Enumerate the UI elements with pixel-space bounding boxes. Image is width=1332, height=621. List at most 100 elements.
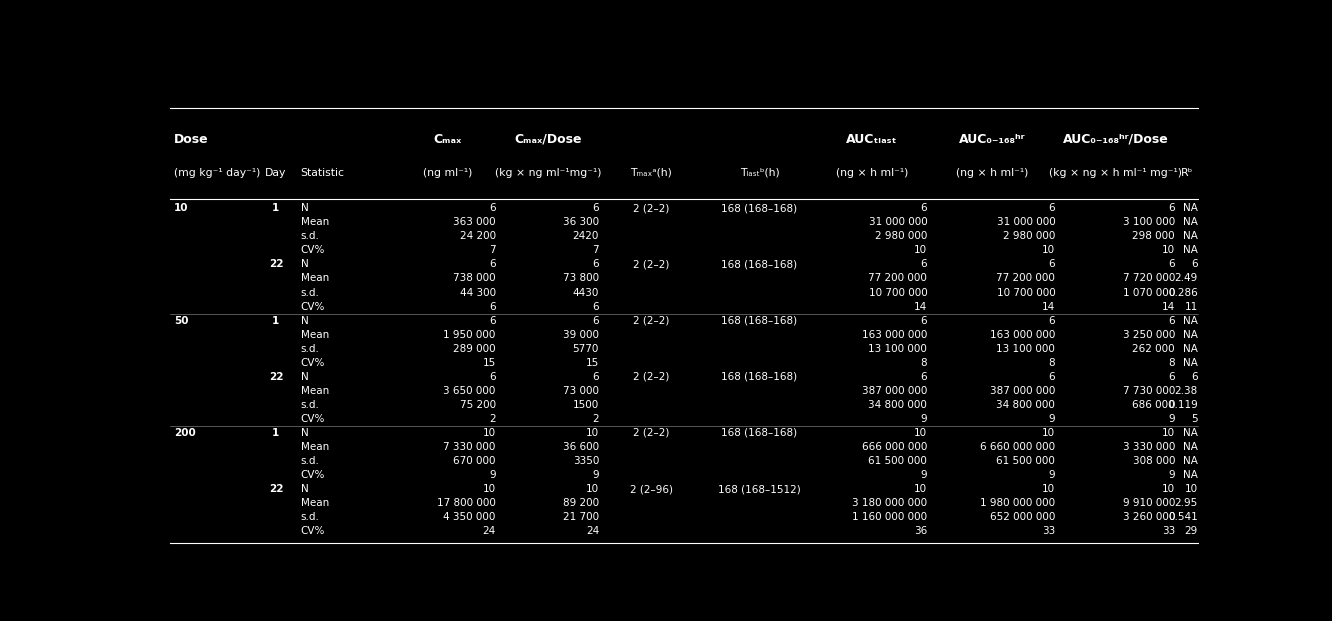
- Text: 17 800 000: 17 800 000: [437, 498, 496, 508]
- Text: 9: 9: [1168, 414, 1175, 424]
- Text: (ng ml⁻¹): (ng ml⁻¹): [422, 168, 472, 178]
- Text: Rᵇ: Rᵇ: [1180, 168, 1193, 178]
- Text: 6: 6: [489, 203, 496, 213]
- Text: 6: 6: [489, 302, 496, 312]
- Text: 34 800 000: 34 800 000: [996, 400, 1055, 410]
- Text: 22: 22: [269, 484, 284, 494]
- Text: CV%: CV%: [301, 358, 325, 368]
- Text: N: N: [301, 372, 309, 382]
- Text: 9: 9: [489, 470, 496, 480]
- Text: 7: 7: [489, 245, 496, 255]
- Text: 4 350 000: 4 350 000: [444, 512, 496, 522]
- Text: 262 000: 262 000: [1132, 343, 1175, 354]
- Text: 50: 50: [173, 315, 188, 325]
- Text: 2 980 000: 2 980 000: [875, 232, 927, 242]
- Text: 6: 6: [593, 302, 599, 312]
- Text: 2 (2–2): 2 (2–2): [633, 260, 670, 270]
- Text: NA: NA: [1183, 343, 1197, 354]
- Text: 10: 10: [1042, 245, 1055, 255]
- Text: 6: 6: [593, 372, 599, 382]
- Text: 24 200: 24 200: [460, 232, 496, 242]
- Text: 666 000 000: 666 000 000: [862, 442, 927, 452]
- Text: 10: 10: [173, 203, 188, 213]
- Text: 6: 6: [1048, 260, 1055, 270]
- Text: 61 500 000: 61 500 000: [868, 456, 927, 466]
- Text: 1 980 000 000: 1 980 000 000: [980, 498, 1055, 508]
- Text: (ng × h ml⁻¹): (ng × h ml⁻¹): [836, 168, 908, 178]
- Text: 6: 6: [489, 260, 496, 270]
- Text: Cₘₐₓ/Dose: Cₘₐₓ/Dose: [514, 132, 582, 145]
- Text: 6: 6: [1168, 372, 1175, 382]
- Text: N: N: [301, 315, 309, 325]
- Text: 73 800: 73 800: [563, 273, 599, 284]
- Text: 10: 10: [1162, 428, 1175, 438]
- Text: 2 980 000: 2 980 000: [1003, 232, 1055, 242]
- Text: 200: 200: [173, 428, 196, 438]
- Text: Tₗₐₛₜᵇ(h): Tₗₐₛₜᵇ(h): [739, 168, 779, 178]
- Text: 168 (168–168): 168 (168–168): [722, 260, 798, 270]
- Text: 8: 8: [1168, 358, 1175, 368]
- Text: 363 000: 363 000: [453, 217, 496, 227]
- Text: CV%: CV%: [301, 527, 325, 537]
- Text: (ng × h ml⁻¹): (ng × h ml⁻¹): [955, 168, 1028, 178]
- Text: 298 000: 298 000: [1132, 232, 1175, 242]
- Text: Cₘₐₓ: Cₘₐₓ: [433, 132, 461, 145]
- Text: 31 000 000: 31 000 000: [996, 217, 1055, 227]
- Text: 6: 6: [920, 260, 927, 270]
- Text: 14: 14: [1042, 302, 1055, 312]
- Text: 0.286: 0.286: [1168, 288, 1197, 297]
- Text: 2.38: 2.38: [1175, 386, 1197, 396]
- Text: 6: 6: [1168, 203, 1175, 213]
- Text: 10: 10: [1162, 484, 1175, 494]
- Text: Tₘₐₓᵃ(h): Tₘₐₓᵃ(h): [630, 168, 673, 178]
- Text: 10: 10: [586, 484, 599, 494]
- Text: 10: 10: [482, 428, 496, 438]
- Text: 10: 10: [586, 428, 599, 438]
- Text: Mean: Mean: [301, 273, 329, 284]
- Text: 6: 6: [1168, 260, 1175, 270]
- Text: 2: 2: [593, 414, 599, 424]
- Text: 10: 10: [1042, 428, 1055, 438]
- Text: 31 000 000: 31 000 000: [868, 217, 927, 227]
- Text: 6: 6: [1048, 372, 1055, 382]
- Text: 387 000 000: 387 000 000: [862, 386, 927, 396]
- Text: 0.541: 0.541: [1168, 512, 1197, 522]
- Text: AUC₀₋₁₆₈ʰʳ: AUC₀₋₁₆₈ʰʳ: [959, 132, 1026, 145]
- Text: Statistic: Statistic: [301, 168, 345, 178]
- Text: 5770: 5770: [573, 343, 599, 354]
- Text: 1: 1: [272, 315, 280, 325]
- Text: 3 650 000: 3 650 000: [444, 386, 496, 396]
- Text: 6: 6: [1191, 372, 1197, 382]
- Text: 10 700 000: 10 700 000: [868, 288, 927, 297]
- Text: N: N: [301, 484, 309, 494]
- Text: 3 330 000: 3 330 000: [1123, 442, 1175, 452]
- Text: 10: 10: [1162, 245, 1175, 255]
- Text: NA: NA: [1183, 442, 1197, 452]
- Text: 39 000: 39 000: [563, 330, 599, 340]
- Text: 3 250 000: 3 250 000: [1123, 330, 1175, 340]
- Text: NA: NA: [1183, 245, 1197, 255]
- Text: 6: 6: [1191, 260, 1197, 270]
- Text: s.d.: s.d.: [301, 400, 320, 410]
- Text: 2 (2–2): 2 (2–2): [633, 428, 670, 438]
- Text: s.d.: s.d.: [301, 232, 320, 242]
- Text: Mean: Mean: [301, 330, 329, 340]
- Text: 36 600: 36 600: [563, 442, 599, 452]
- Text: 14: 14: [914, 302, 927, 312]
- Text: 24: 24: [482, 527, 496, 537]
- Text: (kg × ng ml⁻¹mg⁻¹): (kg × ng ml⁻¹mg⁻¹): [494, 168, 601, 178]
- Text: 44 300: 44 300: [460, 288, 496, 297]
- Text: (mg kg⁻¹ day⁻¹): (mg kg⁻¹ day⁻¹): [173, 168, 260, 178]
- Text: 61 500 000: 61 500 000: [996, 456, 1055, 466]
- Text: Mean: Mean: [301, 442, 329, 452]
- Text: 14: 14: [1162, 302, 1175, 312]
- Text: 22: 22: [269, 372, 284, 382]
- Text: 10: 10: [914, 428, 927, 438]
- Text: 3 260 000: 3 260 000: [1123, 512, 1175, 522]
- Text: 168 (168–168): 168 (168–168): [722, 203, 798, 213]
- Text: 6: 6: [920, 372, 927, 382]
- Text: 6: 6: [1048, 315, 1055, 325]
- Text: 738 000: 738 000: [453, 273, 496, 284]
- Text: 36: 36: [914, 527, 927, 537]
- Text: 24: 24: [586, 527, 599, 537]
